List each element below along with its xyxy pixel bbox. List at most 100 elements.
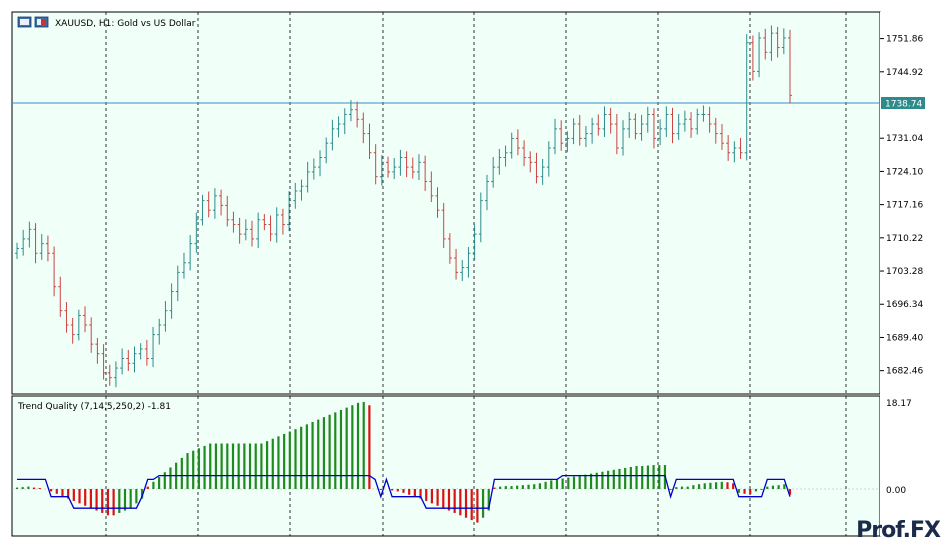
price-bar — [788, 29, 792, 104]
price-bar — [355, 101, 360, 128]
price-bar — [781, 28, 786, 55]
indicator-title: Trend Quality (7,14,5,250,2) -1.81 — [17, 402, 171, 412]
price-bar — [58, 276, 63, 317]
price-bar — [237, 217, 242, 244]
price-bar — [76, 309, 81, 341]
price-tick-label: 1731.04 — [886, 134, 923, 144]
price-bar — [336, 116, 341, 138]
chart-window-icon-2[interactable] — [34, 16, 49, 28]
price-bar — [608, 107, 613, 134]
price-bar — [435, 187, 440, 218]
price-tick-label: 1682.46 — [886, 367, 923, 377]
chart-window-icon[interactable] — [17, 16, 32, 28]
price-bar — [126, 349, 131, 371]
price-bar — [151, 326, 156, 368]
price-bar — [732, 141, 737, 163]
price-bar — [515, 129, 520, 156]
price-bar — [274, 207, 279, 243]
price-tick-label: 1751.86 — [886, 35, 923, 45]
price-bar — [256, 212, 261, 248]
price-bar — [27, 221, 32, 248]
price-tick-label: 1689.40 — [886, 333, 923, 343]
price-bar — [583, 125, 588, 148]
price-bar — [243, 219, 248, 241]
price-bar — [392, 158, 397, 180]
indicator-pane-background — [11, 395, 881, 537]
price-bar — [664, 106, 669, 137]
price-bar — [546, 141, 551, 177]
price-bar — [478, 192, 483, 243]
price-bar — [540, 158, 545, 185]
price-bar — [268, 215, 273, 242]
price-bar — [472, 224, 477, 260]
price-bar — [497, 148, 502, 175]
price-bar — [107, 364, 112, 386]
price-bar — [416, 154, 421, 181]
price-bar — [157, 318, 162, 345]
price-bar — [21, 229, 26, 256]
price-bar — [429, 171, 434, 203]
price-bar — [509, 132, 514, 159]
price-bar — [287, 191, 292, 232]
trend-quality-histogram — [15, 402, 792, 523]
price-bar — [83, 306, 88, 333]
price-bars — [15, 25, 792, 388]
price-tick-label: 1724.10 — [886, 167, 923, 177]
price-bar — [689, 112, 694, 138]
price-bar — [651, 108, 656, 149]
current-price-tag — [881, 97, 925, 109]
price-bar — [379, 155, 384, 186]
price-bar — [522, 140, 527, 167]
price-bar — [225, 195, 230, 227]
price-bar — [39, 234, 44, 260]
price-bar — [404, 151, 409, 178]
price-bar — [206, 191, 211, 218]
price-bar — [169, 283, 174, 319]
price-bar — [466, 247, 471, 278]
price-bar — [769, 25, 774, 61]
price-bar — [423, 155, 428, 192]
price-tick-label: 1696.34 — [886, 300, 923, 310]
price-bar — [138, 343, 143, 360]
price-bar — [200, 194, 205, 226]
price-bar — [373, 144, 378, 185]
price-bar — [280, 208, 285, 235]
price-bar — [89, 317, 94, 353]
price-bar — [367, 123, 372, 159]
price-bar — [534, 152, 539, 184]
price-bar — [701, 105, 706, 122]
current-price-label: 1738.74 — [885, 100, 922, 110]
price-bar — [719, 124, 724, 150]
price-bar — [713, 117, 718, 144]
price-bar — [676, 114, 681, 140]
price-bar — [695, 108, 700, 135]
price-bar — [602, 106, 607, 137]
price-bar — [299, 179, 304, 201]
price-bar — [342, 108, 347, 135]
price-bar — [645, 106, 650, 133]
trend-quality-signal-line — [17, 474, 791, 509]
price-bar — [596, 114, 601, 136]
price-bar — [639, 114, 644, 141]
price-bar — [361, 112, 366, 144]
price-bar — [763, 28, 768, 60]
price-bar — [682, 110, 687, 132]
price-bar — [163, 301, 168, 332]
price-bar — [750, 35, 755, 81]
price-bar — [144, 339, 149, 366]
price-bar — [113, 361, 118, 388]
price-bar — [571, 118, 576, 145]
price-bar — [726, 135, 731, 161]
price-bar — [614, 114, 619, 155]
price-bar — [447, 233, 452, 264]
price-bar — [45, 235, 50, 262]
price-bar — [33, 223, 38, 264]
price-bar — [627, 112, 632, 138]
price-bar — [460, 259, 465, 281]
price-bar — [188, 235, 193, 271]
price-bar — [249, 220, 254, 247]
price-bar — [633, 113, 638, 140]
price-tick-label: 1710.22 — [886, 234, 923, 244]
price-bar — [590, 117, 595, 144]
price-bar — [658, 119, 663, 146]
